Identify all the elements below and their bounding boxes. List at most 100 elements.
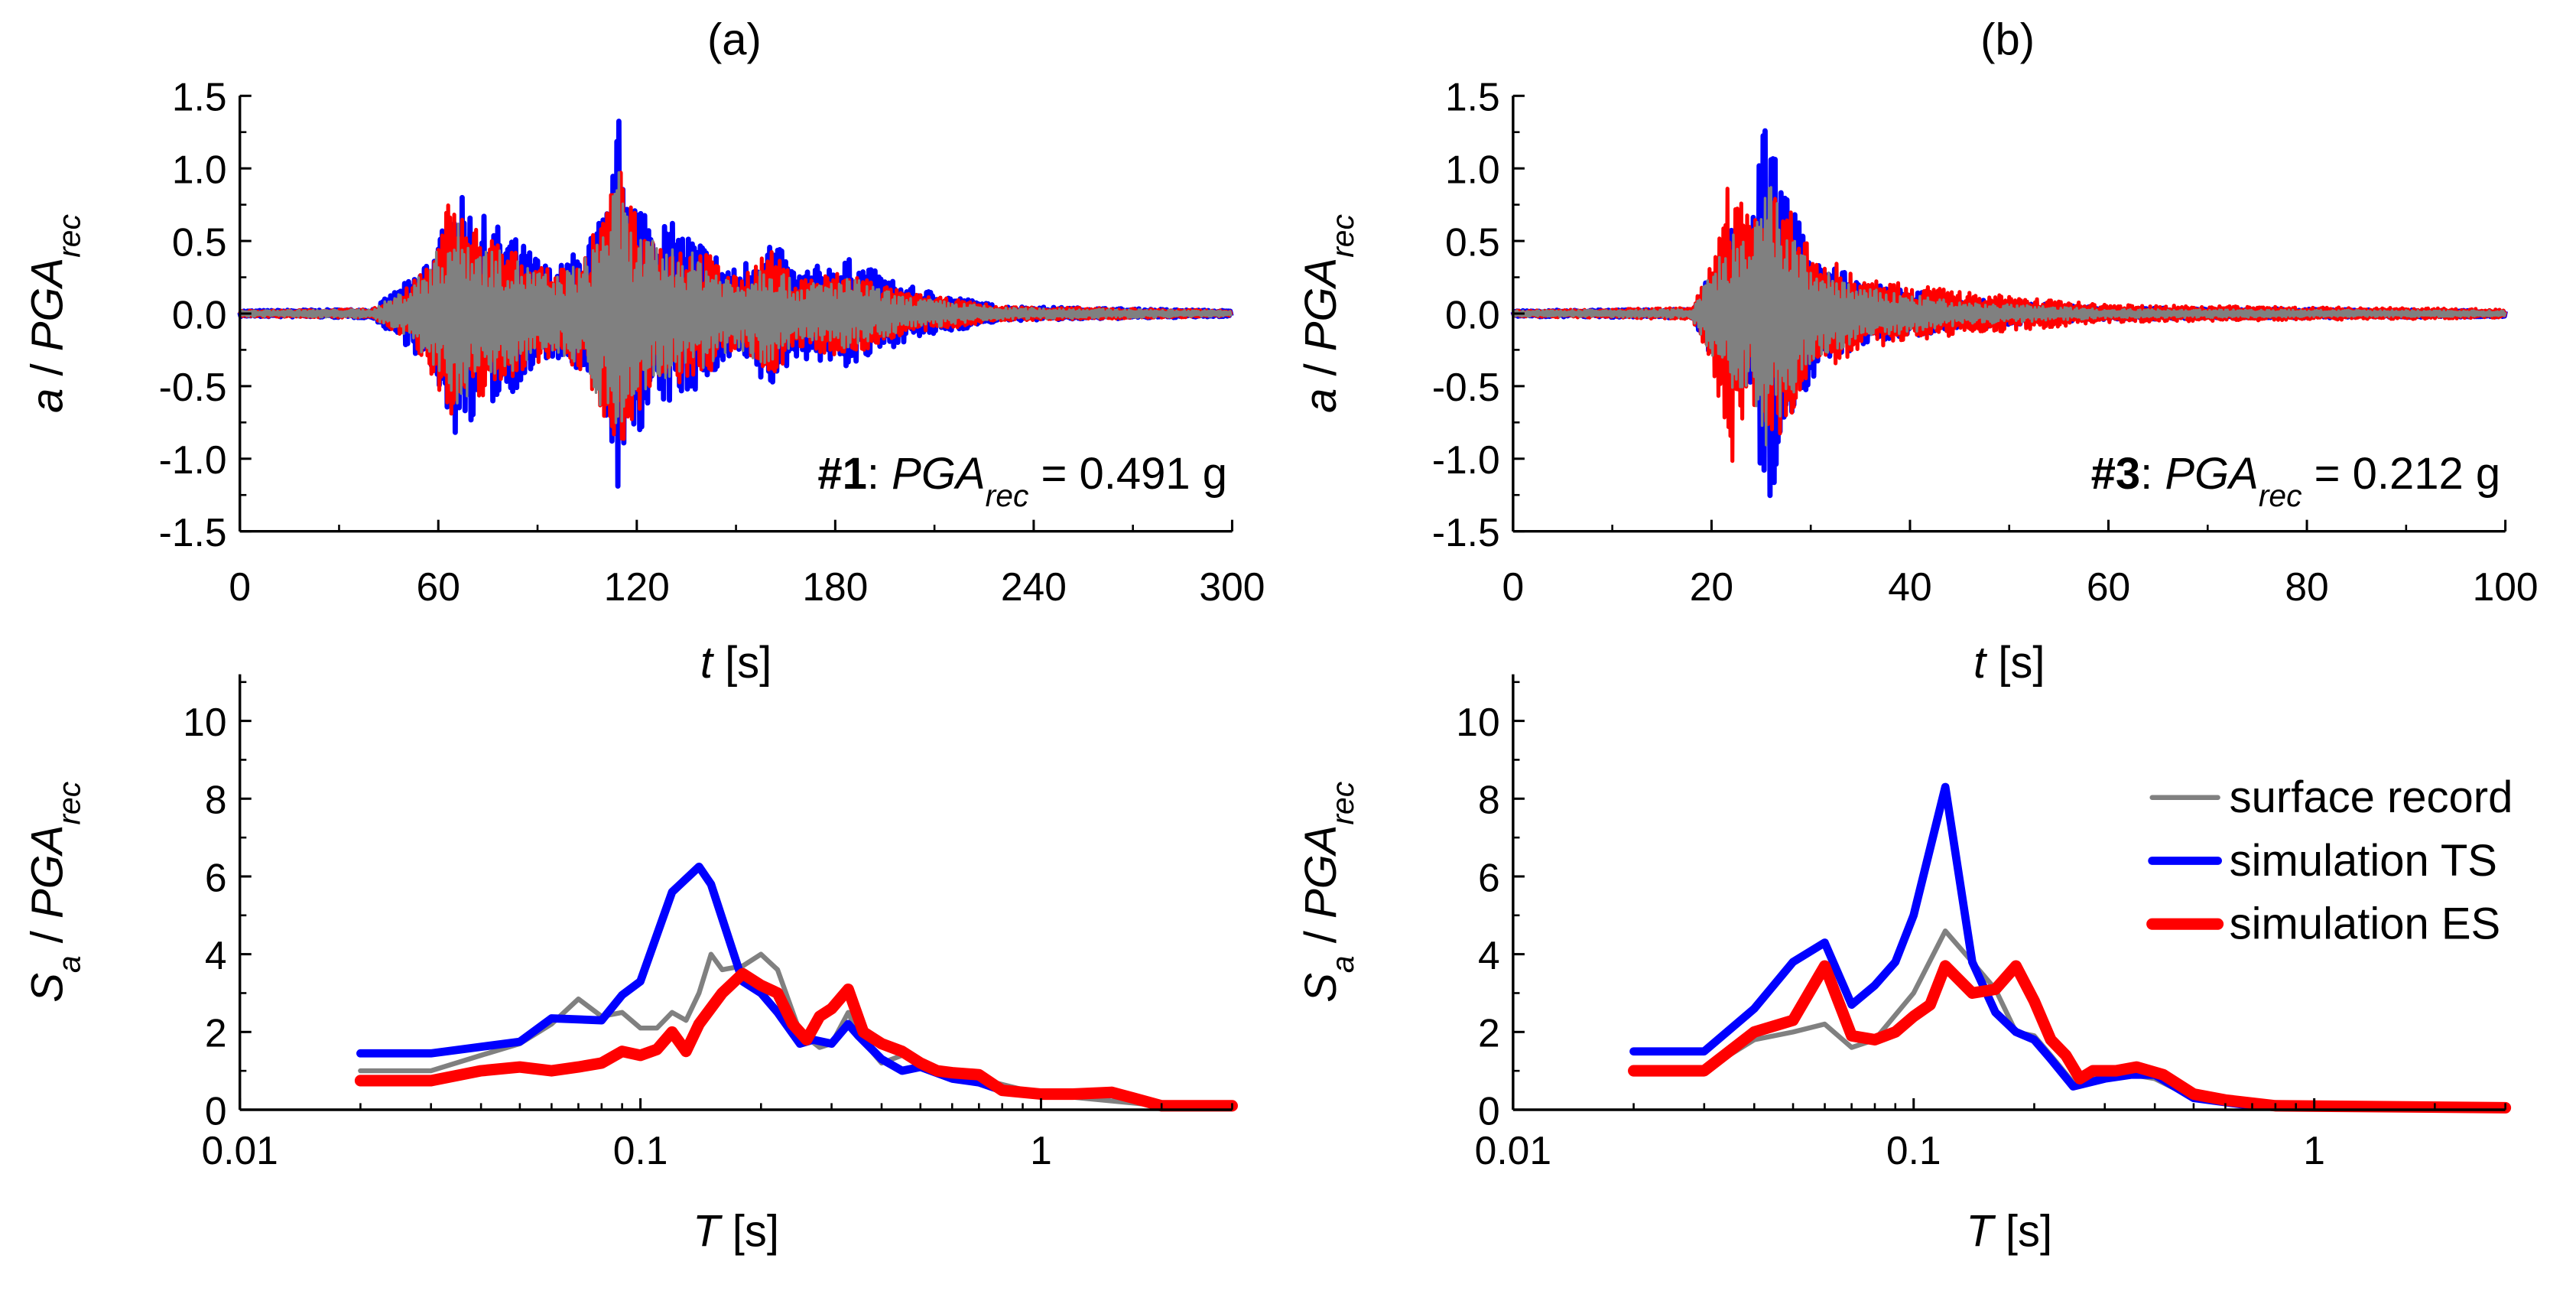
- legend: surface record simulation TS simulation ES: [2146, 772, 2513, 949]
- label-part: /: [23, 351, 73, 388]
- x-axis-label: T [s]: [1966, 1206, 2052, 1256]
- label-part: PGA: [892, 449, 985, 499]
- label-part: #3: [2091, 449, 2141, 499]
- x-tick-label: 0.01: [202, 1128, 278, 1172]
- y-tick-label: 1.0: [172, 148, 227, 192]
- pga-annotation: #1: PGArec = 0.491 g: [817, 449, 1227, 513]
- label-part: :: [2140, 449, 2165, 499]
- label-part: = 0.491 g: [1028, 449, 1227, 499]
- x-axis-label: t [s]: [1973, 638, 2045, 688]
- series-simulation-es: [354, 967, 1238, 1112]
- label-part: PGA: [1296, 825, 1346, 919]
- x-tick-label: 60: [417, 564, 460, 609]
- series-surface-record: [1512, 186, 2507, 447]
- label-part: T: [693, 1206, 723, 1256]
- label-part: [s]: [713, 638, 772, 688]
- x-tick-label: 180: [802, 564, 868, 609]
- label-part: rec: [1325, 214, 1360, 258]
- label-part: rec: [52, 782, 87, 825]
- x-tick-label: 300: [1199, 564, 1265, 609]
- x-tick-label: 80: [2285, 564, 2328, 609]
- label-part: PGA: [23, 258, 73, 351]
- label-part: rec: [2259, 478, 2302, 513]
- label-part: rec: [1325, 782, 1360, 825]
- pga-annotation: #3: PGArec = 0.212 g: [2091, 449, 2501, 513]
- y-axis-label: Sa / PGArec: [23, 782, 87, 1003]
- y-axis-label: Sa / PGArec: [1296, 782, 1360, 1003]
- series-simulation-es: [1628, 960, 2512, 1114]
- y-tick-label: 8: [205, 778, 227, 822]
- y-tick-label: 4: [1478, 933, 1500, 977]
- x-tick-label: 0.1: [1886, 1128, 1941, 1172]
- y-axis-label: a / PGArec: [1296, 214, 1360, 413]
- y-tick-label: 2: [205, 1011, 227, 1055]
- x-tick-label: 120: [604, 564, 670, 609]
- label-part: = 0.212 g: [2302, 449, 2501, 499]
- label-part: /: [1296, 351, 1346, 388]
- label-part: [s]: [720, 1206, 779, 1256]
- label-part: [s]: [1993, 1206, 2052, 1256]
- label-part: a: [23, 389, 73, 413]
- label-part: t: [1973, 638, 1988, 688]
- x-axis-label: t [s]: [700, 638, 772, 688]
- y-axis-label: a / PGArec: [23, 214, 87, 413]
- label-part: #1: [817, 449, 867, 499]
- label-part: PGA: [1296, 258, 1346, 352]
- legend-label: simulation TS: [2230, 836, 2497, 886]
- panel-title: (a): [707, 15, 762, 65]
- label-part: T: [1966, 1206, 1996, 1256]
- y-tick-label: -0.5: [159, 365, 227, 409]
- label-part: rec: [986, 478, 1029, 513]
- panel-2: (b) -1.5 -1.0 -0.5 0.0 0.5 1.0 1.5 0 20 40 60 80 100 t…: [1296, 15, 2539, 688]
- x-tick-label: 0.1: [613, 1128, 668, 1172]
- y-tick-label: 0.5: [1445, 220, 1500, 264]
- y-tick-label: 4: [205, 933, 227, 977]
- x-tick-label: 100: [2473, 564, 2539, 609]
- label-part: S: [23, 973, 73, 1003]
- y-tick-label: 8: [1478, 778, 1500, 822]
- label-part: PGA: [2165, 449, 2259, 499]
- legend-label: simulation ES: [2230, 899, 2501, 949]
- label-part: t: [700, 638, 715, 688]
- x-tick-label: 0: [229, 564, 251, 609]
- legend-label: surface record: [2230, 772, 2513, 822]
- y-tick-label: 2: [1478, 1011, 1500, 1055]
- y-tick-label: -0.5: [1432, 365, 1500, 409]
- x-tick-label: 1: [2303, 1128, 2325, 1172]
- panel-title: (b): [1980, 15, 2035, 65]
- label-part: :: [867, 449, 892, 499]
- y-tick-label: 0.5: [172, 220, 227, 264]
- y-tick-label: 6: [205, 855, 227, 899]
- panel-3: 0 2 4 6 8 10 0.01 0.1 1 T [s] Sa / PGArec: [23, 674, 1238, 1256]
- x-tick-label: 240: [1001, 564, 1067, 609]
- x-tick-label: 40: [1888, 564, 1931, 609]
- x-tick-label: 1: [1030, 1128, 1052, 1172]
- label-part: [s]: [1986, 638, 2045, 688]
- y-tick-label: 10: [183, 700, 226, 744]
- series-surface-record: [239, 171, 1233, 424]
- label-part: S: [1296, 973, 1346, 1003]
- y-tick-label: -1.5: [1432, 510, 1500, 554]
- label-part: a: [1325, 955, 1360, 973]
- y-tick-label: 1.5: [1445, 75, 1500, 119]
- panel-1: (a) -1.5 -1.0 -0.5 0.0 0.5 1.0 1.5 0 60 120 180 240 3…: [23, 15, 1265, 688]
- y-tick-label: 1.5: [172, 75, 227, 119]
- label-part: /: [23, 919, 73, 955]
- y-tick-label: 0.0: [172, 292, 227, 337]
- label-part: a: [52, 955, 87, 973]
- x-tick-label: 0.01: [1475, 1128, 1551, 1172]
- series-simulation-es: [1511, 187, 2508, 463]
- x-tick-label: 0: [1502, 564, 1525, 609]
- series-group: [237, 119, 1234, 489]
- y-tick-label: 0: [205, 1088, 227, 1133]
- y-tick-label: -1.0: [1432, 437, 1500, 482]
- x-tick-label: 60: [2087, 564, 2130, 609]
- y-tick-label: 0.0: [1445, 292, 1500, 337]
- y-tick-label: 1.0: [1445, 148, 1500, 192]
- y-tick-label: -1.5: [159, 510, 227, 554]
- label-part: a: [1296, 389, 1346, 413]
- x-axis-label: T [s]: [693, 1206, 779, 1256]
- y-tick-label: 6: [1478, 855, 1500, 899]
- y-tick-label: -1.0: [159, 437, 227, 482]
